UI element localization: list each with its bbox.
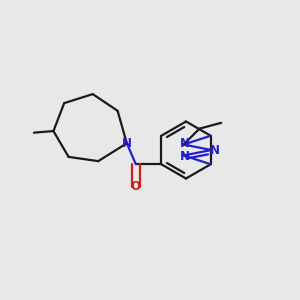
Text: N: N	[179, 137, 190, 151]
Text: O: O	[131, 180, 141, 193]
Text: N: N	[210, 143, 220, 157]
Text: N: N	[179, 149, 190, 163]
Text: N: N	[122, 137, 132, 150]
